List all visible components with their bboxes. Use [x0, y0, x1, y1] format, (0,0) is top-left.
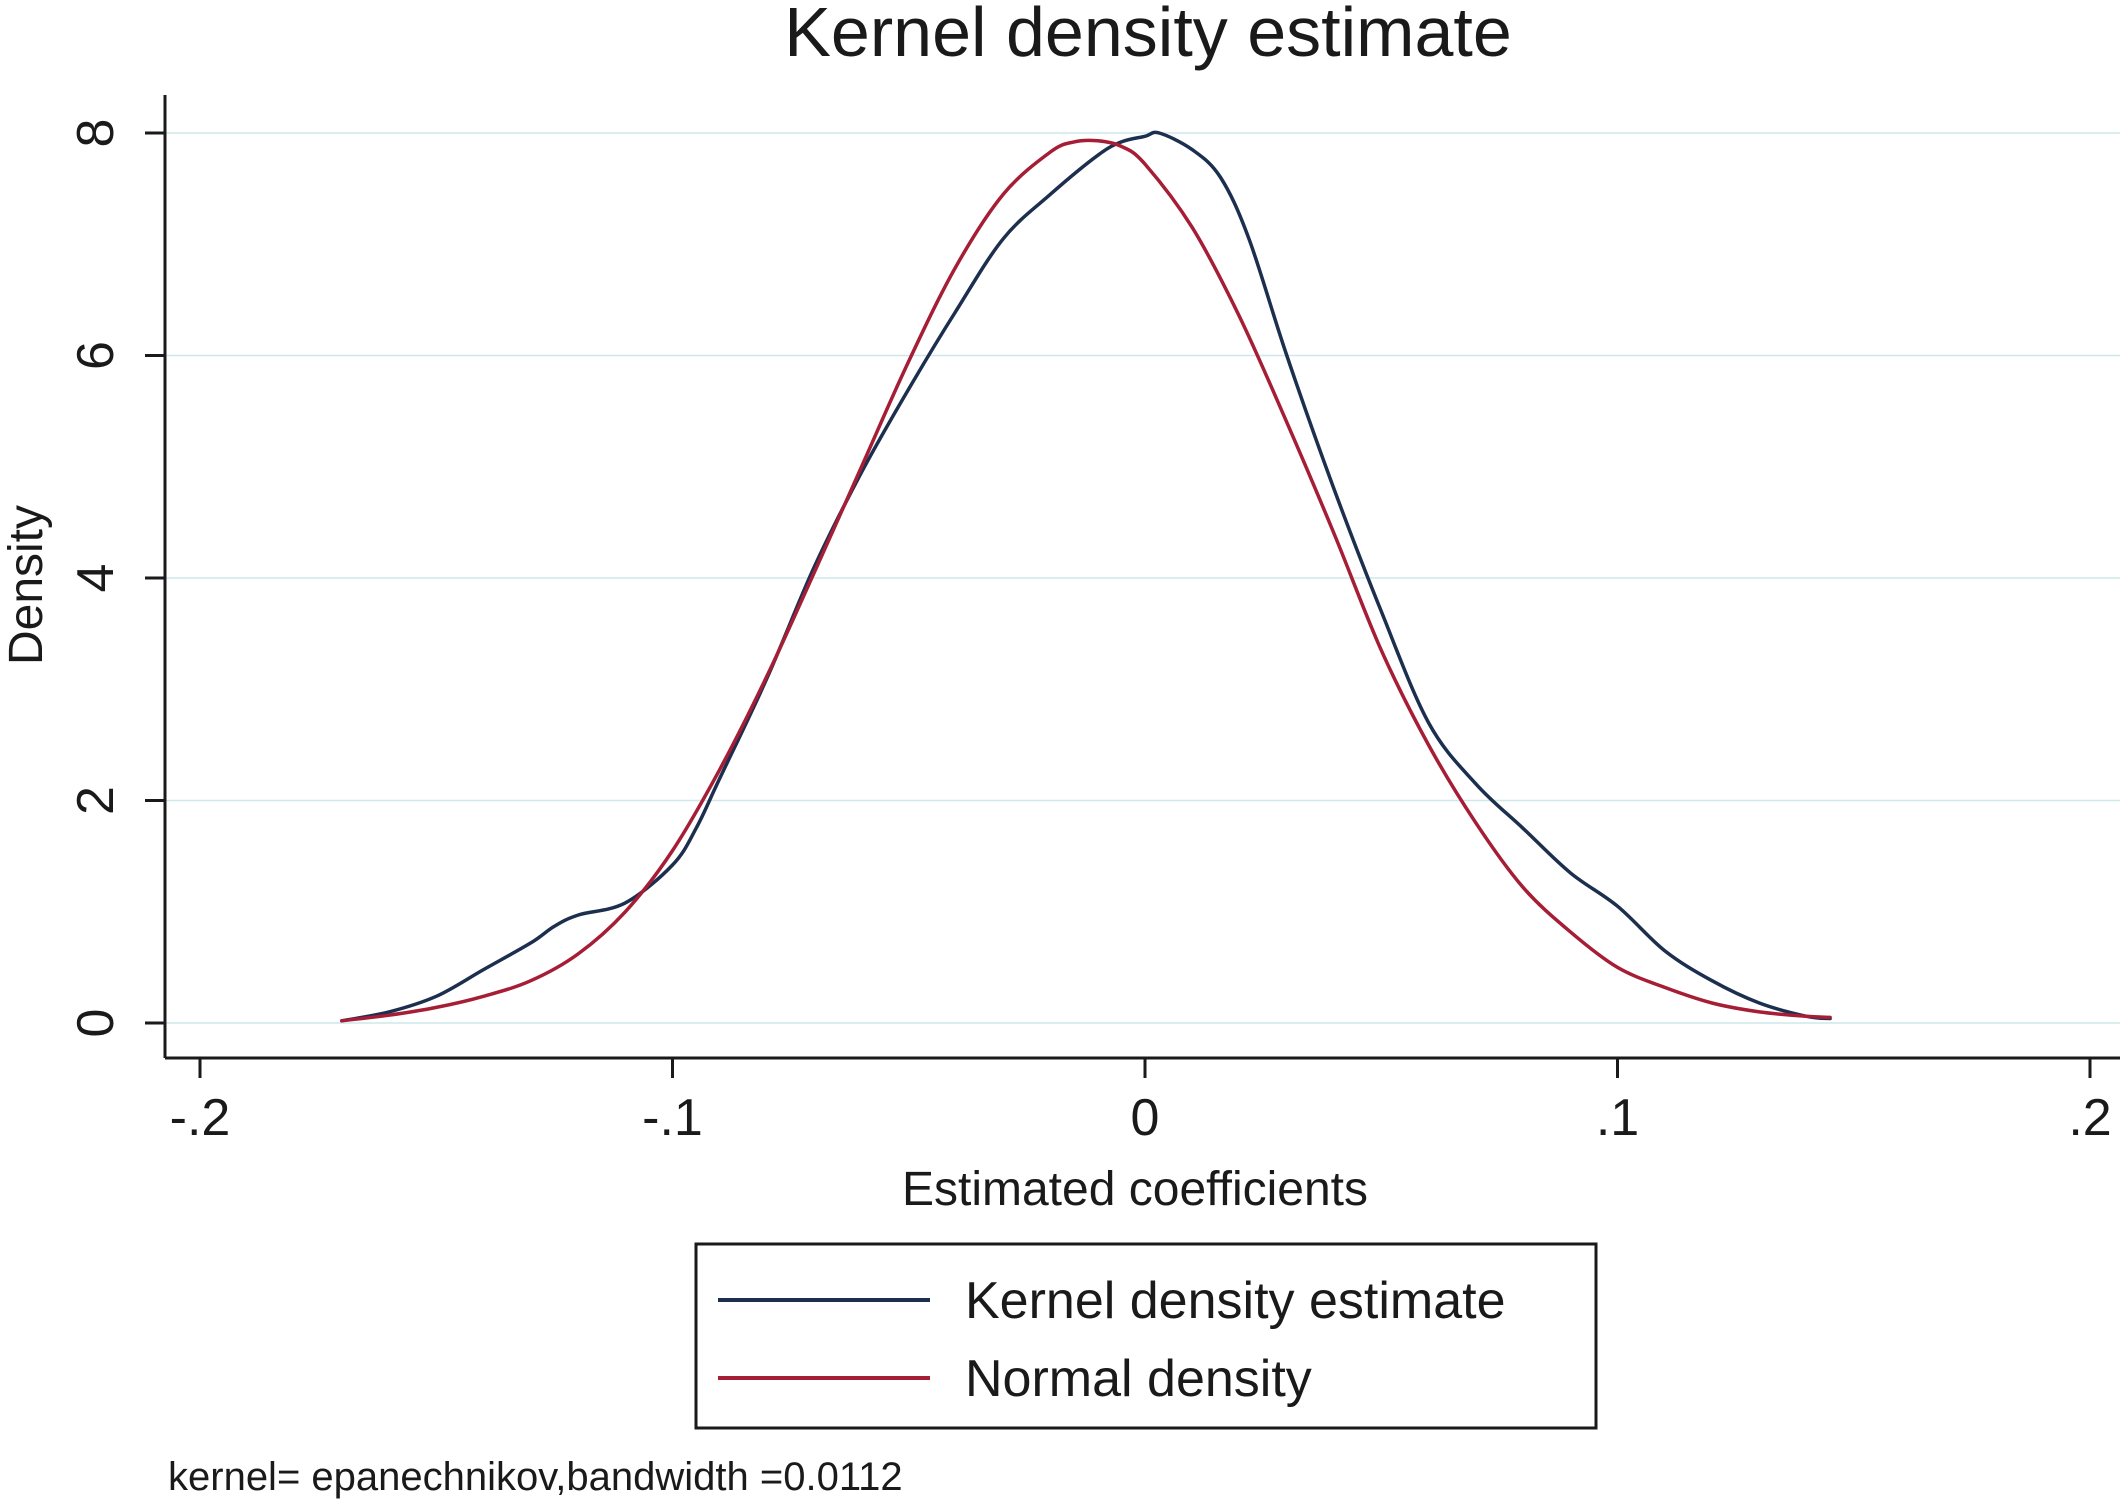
x-tick-label: -.2 — [170, 1089, 231, 1147]
y-tick-label: 6 — [67, 341, 125, 370]
y-tick-label: 4 — [67, 564, 125, 593]
y-axis-label: Density — [0, 505, 53, 665]
x-tick-label: .1 — [1596, 1089, 1639, 1147]
legend-label-kernel-density-estimate: Kernel density estimate — [965, 1272, 1506, 1330]
series-line-normal-density — [340, 138, 1832, 1023]
x-tick-label: 0 — [1131, 1089, 1160, 1147]
gridlines — [166, 132, 2120, 1024]
x-axis-ticks: -.2 -.1 0 .1 .2 — [170, 1058, 2112, 1147]
kernel-bandwidth-note: kernel= epanechnikov,bandwidth =0.0112 — [168, 1455, 903, 1499]
legend-label-normal-density: Normal density — [965, 1350, 1312, 1408]
y-tick-label: 0 — [67, 1009, 125, 1038]
legend: Kernel density estimate Normal density — [694, 1242, 1598, 1430]
x-tick-label: .2 — [2068, 1089, 2111, 1147]
chart-title: Kernel density estimate — [784, 0, 1512, 71]
x-axis-label: Estimated coefficients — [902, 1163, 1368, 1216]
y-axis-ticks: 0 2 4 6 8 — [67, 119, 165, 1038]
x-tick-label: -.1 — [642, 1089, 703, 1147]
y-tick-label: 8 — [67, 119, 125, 148]
series-layer — [340, 130, 1832, 1023]
legend-box — [694, 1242, 1598, 1430]
y-tick-label: 2 — [67, 786, 125, 815]
series-line-kernel-density-estimate — [340, 130, 1832, 1023]
